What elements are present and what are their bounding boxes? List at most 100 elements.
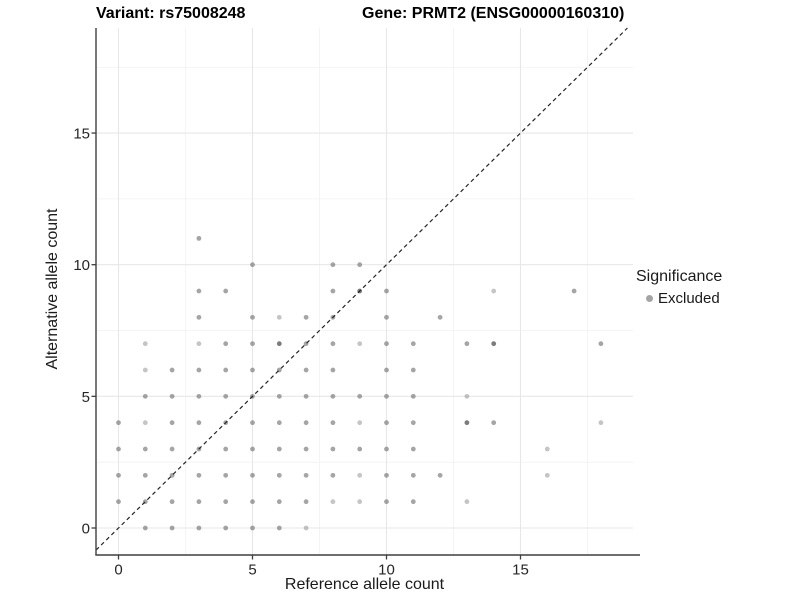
data-point [169,499,175,505]
legend-item-excluded: Excluded [658,290,720,307]
data-point [196,499,202,505]
data-point [196,235,202,241]
data-point [276,314,282,320]
data-point [330,288,336,294]
data-point [330,367,336,373]
y-axis-title: Alternative allele count [44,208,61,370]
y-tick-label: 10 [73,257,90,274]
data-point [276,472,282,478]
data-point [223,446,229,452]
data-point [410,499,416,505]
data-point [384,367,389,373]
data-point [250,525,255,531]
data-point [384,314,389,320]
data-point [250,262,255,268]
data-point [303,446,309,452]
data-point [169,420,175,426]
data-point [196,367,202,373]
data-point [196,420,202,426]
data-point [384,341,389,347]
data-point [303,420,309,426]
data-point [142,393,148,399]
data-point [250,446,255,452]
data-point [544,472,550,478]
legend-key-dot-icon [646,295,653,302]
identity-dashed-line [95,27,628,551]
data-point [410,472,416,478]
data-point [223,393,229,399]
x-tick-label: 5 [248,561,256,578]
data-point [303,314,309,320]
data-point [491,420,497,426]
data-point [330,393,336,399]
data-point [303,525,309,531]
data-point [223,499,229,505]
data-point [276,393,282,399]
data-point [330,446,336,452]
data-point [491,288,497,294]
data-point [330,262,336,268]
data-point [357,262,363,268]
data-point [142,420,148,426]
data-point [196,525,202,531]
data-point [330,420,336,426]
data-point [116,446,121,452]
data-point [410,367,416,373]
data-point [384,499,389,505]
data-point [598,420,604,426]
data-point [330,472,336,478]
data-point [250,367,255,373]
plot-title-gene: Gene: PRMT2 (ENSG00000160310) [362,5,625,22]
data-point [250,420,255,426]
data-point [437,472,443,478]
data-point [142,446,148,452]
data-point [464,393,470,399]
data-point [169,367,175,373]
data-point [464,499,470,505]
data-point [169,525,175,531]
data-point [410,420,416,426]
data-point [357,446,363,452]
x-axis-title-wrap: Reference allele count [96,576,633,594]
data-point [196,288,202,294]
data-point [250,472,255,478]
data-point [384,393,389,399]
data-point [384,446,389,452]
data-point [196,341,202,347]
data-point [437,314,443,320]
data-point [464,341,470,347]
data-point [491,341,497,347]
data-point [357,341,363,347]
data-point [116,499,121,505]
data-point [544,446,550,452]
data-point [357,393,363,399]
data-point [142,367,148,373]
plot-title-variant: Variant: rs75008248 [96,5,246,22]
data-point [384,420,389,426]
data-point [223,367,229,373]
x-axis-title: Reference allele count [284,576,445,593]
data-point [303,367,309,373]
data-point [571,288,577,294]
data-point [303,472,309,478]
data-point [223,341,229,347]
y-tick-label: 0 [82,520,90,537]
data-point [303,393,309,399]
y-axis-title-wrap: Alternative allele count [44,189,64,389]
data-point [223,472,229,478]
data-point [223,525,229,531]
data-point [276,341,282,347]
data-point [330,341,336,347]
y-tick-label: 15 [73,125,90,142]
data-point [330,499,336,505]
data-point [223,288,229,294]
data-point [276,525,282,531]
data-point [250,341,255,347]
data-point [464,420,470,426]
data-point [196,393,202,399]
x-tick-label: 10 [378,561,395,578]
data-point [357,499,363,505]
data-point [196,314,202,320]
